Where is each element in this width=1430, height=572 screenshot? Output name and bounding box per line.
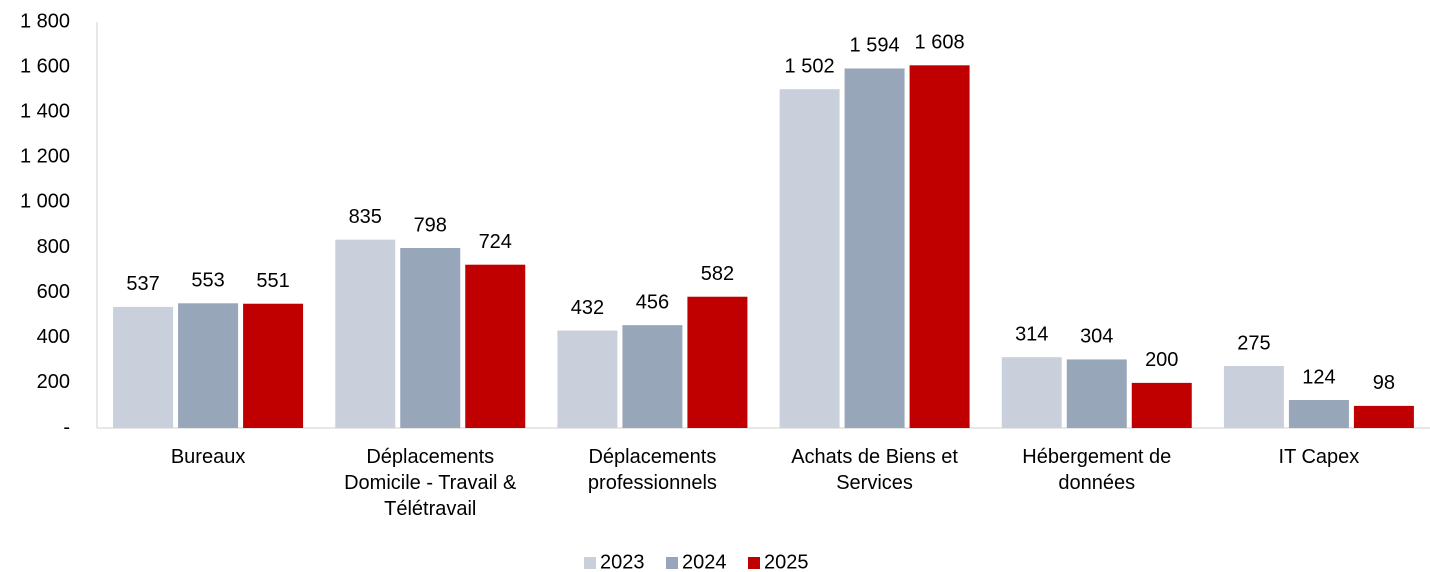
x-tick-label: Hébergement de données: [1022, 446, 1172, 494]
data-label: 200: [1145, 349, 1178, 371]
bar: [1001, 357, 1062, 428]
bar: [1131, 382, 1192, 428]
bar: [844, 68, 905, 428]
legend-swatch: [666, 557, 678, 569]
y-tick-label: 1 600: [20, 55, 70, 77]
x-tick-label: Déplacements professionnels: [587, 446, 717, 494]
data-label: 124: [1302, 366, 1335, 388]
bar: [178, 303, 239, 428]
bar: [400, 248, 461, 428]
bar: [465, 264, 526, 428]
bar: [335, 239, 396, 428]
y-tick-label: 1 400: [20, 101, 70, 123]
bar: [1223, 365, 1284, 428]
x-tick-label: Achats de Biens et Services: [791, 446, 958, 494]
legend-swatch: [584, 557, 596, 569]
legend-label: 2023: [600, 551, 645, 572]
y-tick-label: 1 800: [20, 10, 70, 32]
x-tick-label: Bureaux: [170, 446, 246, 468]
data-label: 1 594: [850, 35, 900, 57]
y-tick-label: 400: [37, 326, 70, 348]
data-label: 456: [636, 291, 669, 313]
y-tick-label: 200: [37, 371, 70, 393]
data-label: 432: [571, 297, 604, 319]
data-label: 798: [414, 214, 447, 236]
bar: [243, 303, 304, 428]
bar: [1353, 405, 1414, 428]
data-label: 724: [479, 231, 512, 253]
bar: [909, 65, 970, 428]
data-label: 582: [701, 263, 734, 285]
bar: [687, 296, 748, 428]
data-label: 98: [1373, 372, 1395, 394]
bar: [622, 325, 683, 428]
x-tick-label: IT Capex: [1278, 446, 1360, 468]
x-tick-label: Déplacements Domicile - Travail & Télétr…: [344, 446, 517, 520]
legend-swatch: [748, 557, 760, 569]
y-tick-label: 1 200: [20, 146, 70, 168]
data-label: 835: [349, 206, 382, 228]
data-label: 1 608: [915, 32, 965, 54]
data-label: 1 502: [785, 55, 835, 77]
y-tick-label: 800: [37, 236, 70, 258]
y-tick-label: 1 000: [20, 191, 70, 213]
data-label: 314: [1015, 323, 1048, 345]
y-tick-label: 600: [37, 281, 70, 303]
y-tick-label: -: [63, 416, 70, 438]
bar: [1066, 359, 1127, 428]
data-label: 275: [1237, 332, 1270, 354]
data-label: 551: [256, 270, 289, 292]
data-label: 304: [1080, 326, 1113, 348]
bar: [1288, 400, 1349, 428]
bar: [557, 330, 618, 428]
legend-label: 2025: [764, 551, 809, 572]
data-label: 553: [191, 270, 224, 292]
bar: [779, 89, 840, 429]
legend-label: 2024: [682, 551, 727, 572]
bar: [113, 306, 174, 428]
data-label: 537: [126, 273, 159, 295]
